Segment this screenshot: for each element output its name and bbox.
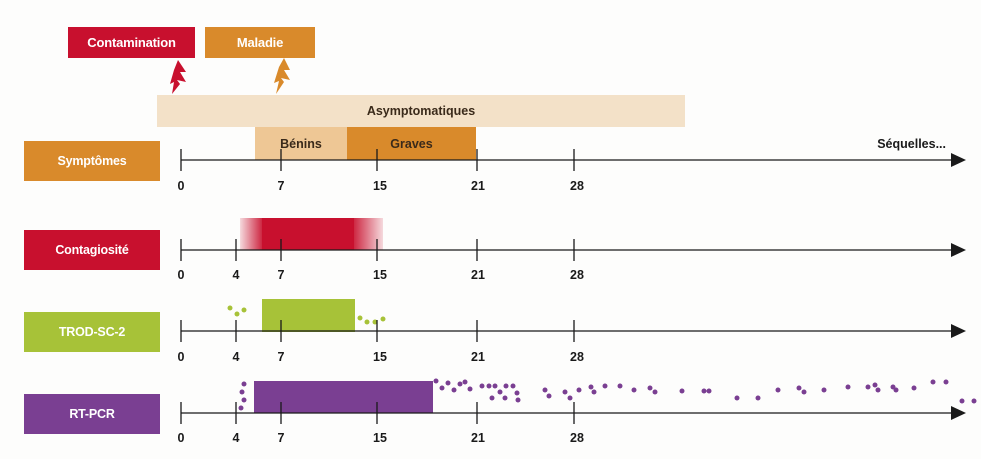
tick-label: 28: [570, 268, 584, 282]
arrow-icon: [951, 243, 966, 257]
tick-label: 21: [471, 268, 485, 282]
maladie-label: Maladie: [236, 35, 284, 50]
symptomes-label-text: Symptômes: [57, 154, 127, 168]
contagiosite-bar: [262, 218, 354, 250]
trod-row-label: TROD-SC-2: [24, 312, 160, 352]
tick-label: 28: [570, 179, 584, 193]
tick-label: 15: [373, 350, 387, 364]
contamination-tag: Contamination: [68, 27, 195, 58]
tick-label: 7: [278, 179, 285, 193]
rtpcr-label-text: RT-PCR: [69, 407, 115, 421]
tick-label: 28: [570, 350, 584, 364]
tick-label: 4: [233, 268, 240, 282]
benins-band: Bénins: [255, 127, 347, 160]
contagiosite-bar-fade-right: [354, 218, 383, 250]
symptomes-axis: [180, 149, 952, 171]
tick-label: 15: [373, 431, 387, 445]
tick-label: 15: [373, 179, 387, 193]
arrow-icon: [951, 153, 966, 167]
tick-label: 7: [278, 268, 285, 282]
trod-label-text: TROD-SC-2: [58, 325, 126, 339]
contamination-label: Contamination: [87, 35, 176, 50]
tick-label: 15: [373, 268, 387, 282]
lightning-icon: [274, 58, 290, 94]
rtpcr-row-label: RT-PCR: [24, 394, 160, 434]
contagiosite-row-label: Contagiosité: [24, 230, 160, 270]
tick-label: 7: [278, 350, 285, 364]
tick-label: 21: [471, 350, 485, 364]
sequelles-label: Séquelles...: [877, 137, 946, 151]
contagiosite-label-text: Contagiosité: [55, 243, 129, 257]
lightning-icon: [170, 60, 186, 94]
trod-axis: [180, 320, 952, 342]
contagiosite-bar-fade-left: [240, 218, 262, 250]
tick-label: 0: [178, 268, 185, 282]
maladie-tag: Maladie: [205, 27, 315, 58]
arrow-icon: [951, 406, 966, 420]
tick-label: 28: [570, 431, 584, 445]
contagiosite-axis: [180, 239, 952, 261]
tick-label: 0: [178, 179, 185, 193]
rtpcr-bar: [254, 381, 433, 413]
graves-band: Graves: [347, 127, 476, 160]
tick-label: 21: [471, 179, 485, 193]
rtpcr-axis: [180, 402, 952, 424]
graves-label: Graves: [390, 136, 433, 151]
tick-label: 4: [233, 431, 240, 445]
benins-label: Bénins: [280, 136, 322, 151]
tick-label: 0: [178, 431, 185, 445]
symptomes-row-label: Symptômes: [24, 141, 160, 181]
trod-bar: [262, 299, 355, 332]
asymptomatiques-label: Asymptomatiques: [366, 104, 476, 118]
asymptomatiques-band: Asymptomatiques: [157, 95, 685, 127]
tick-label: 21: [471, 431, 485, 445]
tick-label: 4: [233, 350, 240, 364]
arrow-icon: [951, 324, 966, 338]
tick-label: 7: [278, 431, 285, 445]
tick-label: 0: [178, 350, 185, 364]
trod-dots: [227, 305, 386, 325]
rtpcr-dots: [238, 378, 977, 411]
